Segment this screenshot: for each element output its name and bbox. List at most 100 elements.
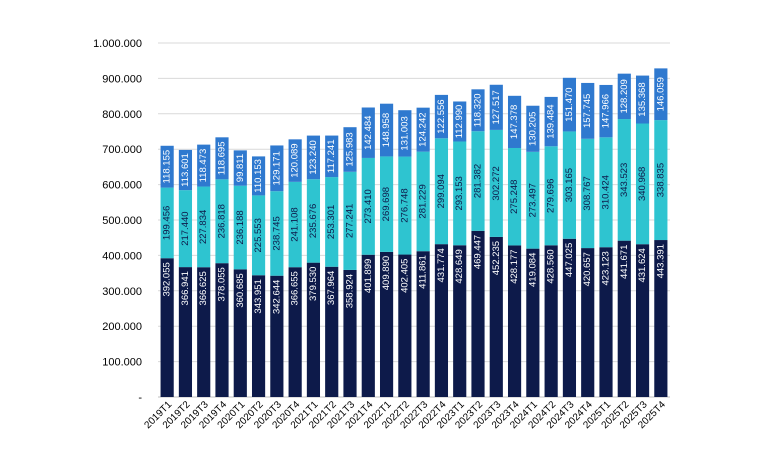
- bar-segment-blue: [178, 149, 193, 191]
- data-label: 146.059: [655, 77, 666, 111]
- data-label: 308.767: [582, 176, 593, 210]
- data-label: 299.094: [436, 174, 447, 208]
- data-label: 236.818: [217, 204, 228, 238]
- data-label: 241.108: [290, 207, 301, 241]
- bar-segment-blue: [197, 144, 211, 187]
- data-label: 123.240: [308, 140, 319, 174]
- y-tick-label: 900.000: [102, 73, 142, 85]
- y-tick-label: -: [138, 392, 142, 404]
- bar-segment-blue: [398, 110, 412, 157]
- bar-segment-blue: [599, 84, 613, 138]
- data-label: 358.924: [345, 274, 356, 308]
- bar-segment-blue: [526, 105, 540, 152]
- bar-segment-turquoise: [215, 179, 229, 264]
- bar-segment-turquoise: [398, 156, 412, 255]
- bar-segment-blue: [233, 150, 247, 186]
- bar-segment-dark: [617, 240, 631, 397]
- bars: 392.055 199.456 118.155 366.941 217.440 113.6…: [160, 68, 668, 397]
- data-label: 127.517: [491, 90, 502, 124]
- data-label: 199.456: [162, 206, 173, 240]
- data-label: 342.644: [271, 280, 282, 314]
- data-label: 428.177: [509, 249, 520, 283]
- data-label: 139.484: [546, 104, 557, 138]
- data-label: 279.696: [546, 179, 557, 213]
- bar-segment-dark: [453, 245, 467, 397]
- data-label: 338.835: [655, 163, 666, 197]
- bar-segment-blue: [654, 68, 668, 121]
- data-label: 366.655: [290, 271, 301, 305]
- data-label: 431.774: [436, 248, 447, 282]
- bar-segment-turquoise: [617, 119, 631, 241]
- data-label: 401.899: [363, 259, 374, 293]
- data-label: 217.440: [180, 211, 191, 245]
- data-label: 147.378: [509, 105, 520, 139]
- data-label: 428.560: [546, 249, 557, 283]
- data-label: 113.601: [180, 153, 191, 187]
- data-label: 118.320: [473, 93, 484, 127]
- bar-segment-dark: [325, 266, 339, 397]
- data-label: 366.625: [198, 271, 209, 305]
- data-label: 118.473: [198, 149, 209, 183]
- data-label: 276.748: [399, 188, 410, 222]
- data-label: 428.649: [454, 249, 465, 283]
- y-tick-label: 300.000: [102, 286, 142, 298]
- data-label: 392.055: [162, 262, 173, 296]
- data-label: 118.695: [217, 142, 228, 176]
- y-tick-label: 500.000: [102, 215, 142, 227]
- data-label: 122.556: [436, 99, 447, 133]
- bar-segment-dark: [251, 275, 266, 397]
- bar-segment-dark: [379, 251, 394, 397]
- bar-segment-dark: [398, 254, 412, 397]
- bar-segment-dark: [215, 263, 229, 397]
- bar-segment-dark: [471, 230, 485, 397]
- data-label: 281.229: [418, 184, 429, 218]
- bar-segment-turquoise: [635, 123, 650, 245]
- data-label: 128.209: [619, 79, 630, 113]
- bar-segment-turquoise: [471, 131, 485, 231]
- bar-segment-turquoise: [434, 138, 449, 245]
- data-label: 367.964: [326, 271, 337, 305]
- data-label: 253.301: [326, 205, 337, 239]
- bar-segment-turquoise: [581, 138, 595, 249]
- bar-segment-blue: [251, 156, 266, 196]
- bar-segment-dark: [197, 267, 211, 397]
- bar-segment-dark: [306, 262, 321, 397]
- bar-segment-turquoise: [197, 186, 211, 268]
- bar-segment-dark: [233, 269, 247, 397]
- bar-segment-turquoise: [379, 156, 394, 252]
- data-label: 277.241: [345, 204, 356, 238]
- data-label: 151.470: [564, 87, 575, 121]
- bar-segment-turquoise: [526, 151, 540, 249]
- y-tick-label: 400.000: [102, 250, 142, 262]
- data-label: 118.155: [162, 150, 173, 184]
- data-label: 269.698: [381, 187, 392, 221]
- data-label: 293.153: [454, 176, 465, 210]
- data-label: 273.497: [527, 183, 538, 217]
- bar-segment-blue: [343, 127, 357, 172]
- data-label: 469.447: [473, 235, 484, 269]
- bar-segment-turquoise: [233, 185, 247, 270]
- bar-segment-blue: [581, 82, 595, 139]
- bar-segment-blue: [617, 73, 631, 120]
- bar-segment-dark: [160, 258, 174, 397]
- bar-segment-turquoise: [160, 187, 174, 259]
- data-label: 409.890: [381, 256, 392, 290]
- data-label: 275.248: [509, 180, 520, 214]
- data-label: 148.958: [381, 113, 392, 147]
- data-label: 135.368: [637, 82, 648, 116]
- bar-segment-blue: [434, 94, 449, 139]
- data-label: 131.003: [399, 116, 410, 150]
- data-label: 343.951: [253, 279, 264, 313]
- data-label: 129.171: [271, 151, 282, 185]
- bar-segment-blue: [544, 96, 558, 147]
- bar-segment-blue: [507, 95, 522, 148]
- data-label: 281.382: [473, 164, 484, 198]
- bar-segment-turquoise: [306, 179, 321, 263]
- bar-segment-turquoise: [562, 131, 577, 239]
- data-label: 366.941: [180, 271, 191, 305]
- bar-segment-dark: [654, 240, 668, 397]
- data-label: 120.089: [290, 143, 301, 177]
- data-label: 379.530: [308, 267, 319, 301]
- y-tick-label: 100.000: [102, 357, 142, 369]
- bar-segment-dark: [581, 248, 595, 397]
